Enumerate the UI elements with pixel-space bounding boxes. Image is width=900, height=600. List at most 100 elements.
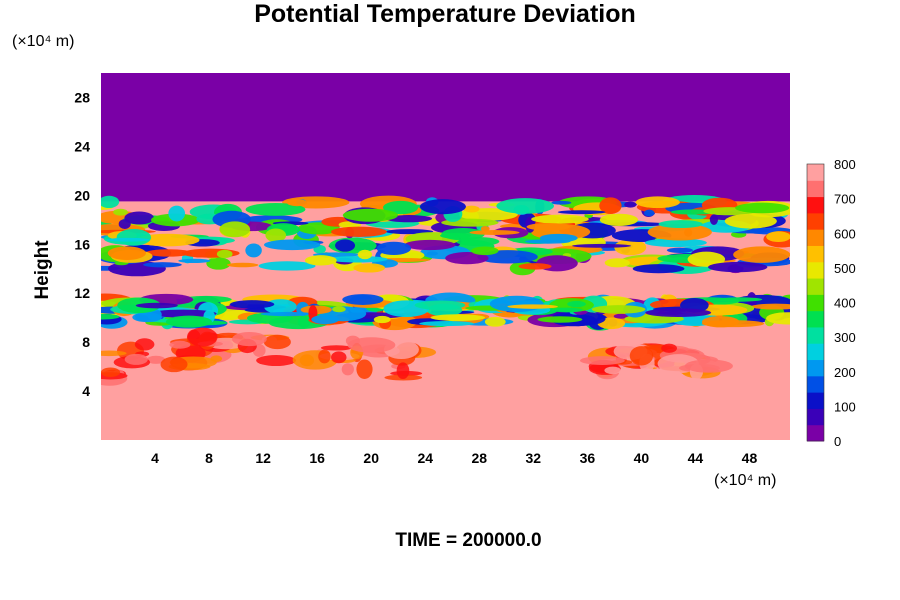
field-cell xyxy=(260,311,314,317)
field-cell xyxy=(496,198,554,214)
field-cell xyxy=(118,219,131,229)
field-cell xyxy=(441,227,485,241)
field-cell xyxy=(430,314,486,321)
field-cell xyxy=(373,315,391,324)
field-cell xyxy=(169,340,191,349)
field-cell xyxy=(604,258,630,268)
x-tick-label: 48 xyxy=(742,450,758,466)
colorbar-swatch xyxy=(807,212,824,230)
colorbar-tick-label: 600 xyxy=(834,226,856,241)
field-cell xyxy=(643,209,655,217)
y-tick-label: 24 xyxy=(74,138,90,154)
colorbar-tick-label: 400 xyxy=(834,296,856,311)
colorbar-swatch xyxy=(807,196,824,214)
field-cell xyxy=(383,200,419,215)
field-cell xyxy=(551,200,572,205)
x-tick-label: 40 xyxy=(634,450,650,466)
field-cell xyxy=(107,246,146,260)
field-cell xyxy=(507,304,558,309)
y-tick-label: 28 xyxy=(74,89,90,105)
field-cell xyxy=(101,367,121,377)
colorbar xyxy=(806,163,825,442)
field-cell xyxy=(484,316,506,327)
field-cell xyxy=(226,262,259,268)
region-turbulent-band xyxy=(101,292,790,331)
field-cell xyxy=(624,201,637,208)
field-cell xyxy=(599,197,622,215)
x-tick-label: 12 xyxy=(255,450,271,466)
colorbar-tick-label: 500 xyxy=(834,261,856,276)
plot-field xyxy=(101,73,790,440)
field-cell xyxy=(376,241,412,255)
field-cell xyxy=(539,233,578,243)
field-cell xyxy=(331,226,387,237)
colorbar-tick-label: 800 xyxy=(834,157,856,172)
field-cell xyxy=(143,262,182,268)
field-cell xyxy=(206,257,231,270)
field-cell xyxy=(311,314,339,325)
field-cell xyxy=(318,349,331,364)
field-cell xyxy=(687,251,726,267)
field-cell xyxy=(557,210,606,215)
region-upper-layer xyxy=(101,73,790,202)
field-cell xyxy=(708,261,768,273)
field-cell xyxy=(135,233,200,247)
field-cell xyxy=(644,238,707,248)
colorbar-swatch xyxy=(807,294,824,312)
field-cell xyxy=(258,261,316,271)
colorbar-tick-label: 300 xyxy=(834,330,856,345)
field-cell xyxy=(341,363,354,376)
colorbar-swatch xyxy=(807,261,824,279)
x-tick-label: 32 xyxy=(526,450,542,466)
field-cell xyxy=(469,230,520,235)
field-cell xyxy=(219,221,251,238)
x-tick-label: 44 xyxy=(688,450,704,466)
x-tick-label: 20 xyxy=(363,450,379,466)
field-cell xyxy=(299,354,315,367)
region-warm-plume xyxy=(101,327,437,386)
y-tick-label: 12 xyxy=(74,285,90,301)
colorbar-swatch xyxy=(807,375,824,393)
field-cell xyxy=(134,338,155,351)
field-cell xyxy=(613,313,629,319)
region-warm-plume xyxy=(579,342,733,380)
field-cell xyxy=(572,243,632,248)
field-cell xyxy=(645,308,712,318)
colorbar-swatch xyxy=(807,164,824,181)
field-cell xyxy=(445,252,489,265)
colorbar-tick-label: 100 xyxy=(834,399,856,414)
field-cell xyxy=(701,316,740,328)
field-cell xyxy=(735,202,790,214)
field-cell xyxy=(135,302,178,309)
field-cell xyxy=(526,222,570,231)
field-cell xyxy=(591,305,646,314)
y-tick-label: 20 xyxy=(74,187,90,203)
field-cell xyxy=(661,343,677,353)
field-cell xyxy=(567,300,586,308)
field-cell xyxy=(599,213,639,226)
field-cell xyxy=(531,214,589,224)
field-cell xyxy=(356,359,373,379)
field-cell xyxy=(632,264,685,274)
field-cell xyxy=(265,228,287,243)
colorbar-swatch xyxy=(807,229,824,246)
field-cell xyxy=(342,294,384,305)
colorbar-swatch xyxy=(807,326,824,344)
y-tick-label: 8 xyxy=(82,334,90,350)
colorbar-ticks: 0 100 200 300 400 500 600 700 800 xyxy=(834,157,856,449)
x-tick-label: 16 xyxy=(309,450,325,466)
field-cell xyxy=(101,195,120,209)
field-cell xyxy=(550,307,583,313)
field-cell xyxy=(733,246,790,263)
field-cell xyxy=(751,303,790,310)
field-cell xyxy=(286,199,308,207)
field-cell xyxy=(537,316,583,323)
field-cell xyxy=(331,351,347,364)
x-tick-label: 24 xyxy=(417,450,433,466)
field-cell xyxy=(245,203,306,216)
field-cell xyxy=(658,220,703,229)
field-cell xyxy=(304,255,337,266)
field-cell xyxy=(579,356,625,365)
field-cell xyxy=(518,263,552,270)
field-cell xyxy=(328,255,388,263)
